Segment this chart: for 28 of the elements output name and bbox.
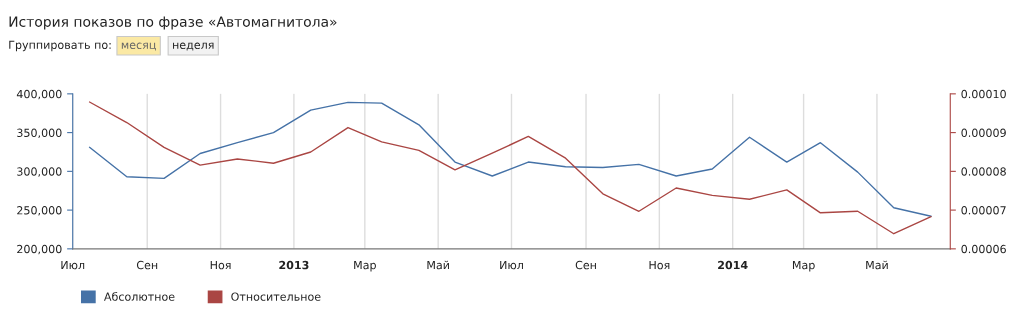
y-tick-label: 400,000 bbox=[16, 89, 62, 100]
x-tick-label: Ноя bbox=[649, 260, 670, 270]
y2-tick-label: 0.00006 bbox=[961, 244, 1006, 254]
x-tick-label: Мар bbox=[354, 260, 376, 272]
x-tick-label: Июл bbox=[500, 260, 523, 270]
x-tick-label: Сен bbox=[136, 260, 158, 270]
y2-tick-label: 0.00008 bbox=[961, 167, 1006, 176]
chart-title: История показов по фразе «Автомагнитола» bbox=[9, 16, 337, 30]
y-tick-label: 250,000 bbox=[17, 206, 62, 216]
x-tick-label: Июл bbox=[61, 260, 85, 270]
y-tick-label: 200,000 bbox=[17, 244, 62, 255]
text: Группировать по: bbox=[9, 40, 111, 52]
y2-tick-label: 0.00007 bbox=[961, 206, 1006, 215]
y2-tick-label: 0.00010 bbox=[961, 89, 1006, 99]
legend-label: Абсолютное bbox=[103, 292, 175, 301]
x-tick-label: Ноя bbox=[210, 260, 231, 270]
text: месяц bbox=[121, 42, 156, 51]
y-tick-label: 300,000 bbox=[17, 167, 62, 177]
x-tick-label: 2013 bbox=[279, 260, 309, 270]
y-tick-label: 350,000 bbox=[17, 128, 62, 139]
text: неделя bbox=[173, 42, 214, 51]
x-tick-label: Май bbox=[866, 260, 888, 270]
x-tick-label: Сен bbox=[575, 260, 596, 270]
x-tick-label: Май bbox=[427, 260, 449, 270]
y2-tick-label: 0.00009 bbox=[961, 128, 1006, 137]
x-tick-label: 2014 bbox=[718, 260, 748, 270]
x-tick-label: Мар bbox=[792, 260, 815, 272]
legend-label: Относительное bbox=[231, 292, 321, 301]
